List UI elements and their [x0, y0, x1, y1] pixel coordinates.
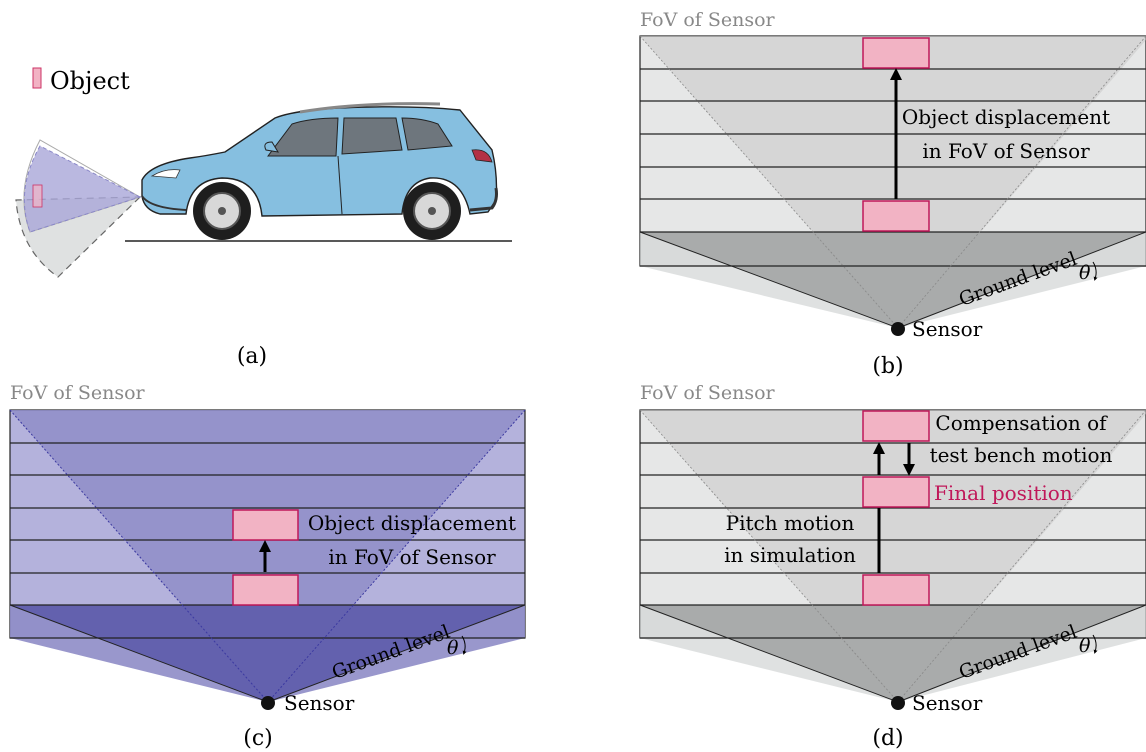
compensation-label-d-2: test bench motion: [930, 443, 1113, 467]
object-bottom-d: [863, 575, 929, 605]
object-top-c: [233, 510, 298, 540]
fov-label-c: FoV of Sensor: [10, 382, 146, 404]
caption-c: (c): [243, 726, 273, 751]
object-top-d: [863, 411, 929, 441]
object-bottom-b: [863, 201, 929, 231]
sensor-label-b: Sensor: [912, 317, 983, 341]
theta-c: θ: [447, 637, 459, 659]
pitch-label-d-1: Pitch motion: [726, 511, 855, 535]
panel-b: FoV of Sensor Object displacement in FoV…: [640, 9, 1146, 379]
caption-a: (a): [237, 344, 267, 369]
object-top-b: [863, 38, 929, 68]
car-rear-hub: [428, 207, 436, 215]
sensor-dot-d: [891, 696, 905, 710]
sensor-dot-c: [261, 696, 275, 710]
legend-object-label: Object: [50, 67, 130, 95]
car-window-middle: [342, 118, 402, 154]
sensor-dot-b: [891, 322, 905, 336]
final-position-label-d: Final position: [934, 481, 1073, 505]
caption-b: (b): [872, 354, 903, 379]
displacement-label-b-1: Object displacement: [902, 105, 1110, 129]
caption-d: (d): [872, 726, 903, 751]
displacement-label-c-1: Object displacement: [308, 511, 516, 535]
car: [142, 104, 497, 240]
panel-d: FoV of Sensor Compensation of test bench…: [640, 382, 1146, 751]
object-final-d: [863, 477, 929, 507]
object-in-fov: [33, 185, 42, 207]
sensor-label-d: Sensor: [912, 691, 983, 715]
displacement-label-c-2: in FoV of Sensor: [328, 545, 496, 569]
pitch-label-d-2: in simulation: [724, 543, 856, 567]
panel-c: FoV of Sensor Object displacement in FoV…: [10, 382, 525, 751]
displacement-label-b-2: in FoV of Sensor: [922, 139, 1090, 163]
panel-a: Object (a): [16, 67, 512, 369]
fov-label-d: FoV of Sensor: [640, 382, 776, 404]
theta-d: θ: [1079, 635, 1091, 657]
legend-object-swatch: [33, 68, 41, 88]
object-bottom-c: [233, 575, 298, 605]
fov-label-b: FoV of Sensor: [640, 9, 776, 31]
theta-b: θ: [1079, 262, 1091, 284]
sensor-label-c: Sensor: [284, 691, 355, 715]
compensation-label-d-1: Compensation of: [935, 411, 1108, 435]
car-front-hub: [218, 207, 226, 215]
